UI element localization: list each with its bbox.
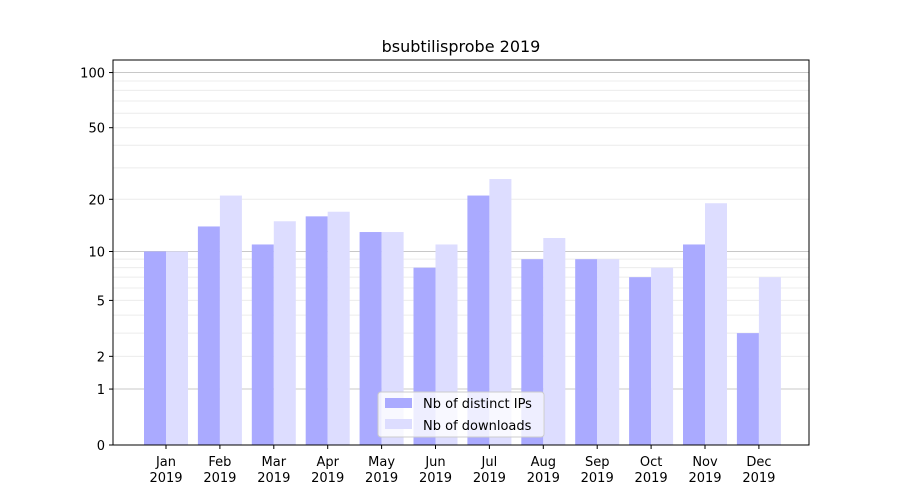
y-axis: 0 1 2 5 10 20 50 100 — [80, 67, 113, 454]
x-tick-label: Apr — [316, 455, 339, 470]
bar-distinct-ips — [144, 251, 166, 445]
legend-swatch-ips — [385, 398, 412, 408]
x-tick-label: 2019 — [149, 471, 182, 486]
legend-swatch-downloads — [385, 419, 412, 429]
x-tick-label: Jun — [424, 455, 445, 470]
x-tick-label: 2019 — [365, 471, 398, 486]
y-tick-label: 1 — [97, 383, 105, 398]
x-tick-label: Feb — [208, 455, 231, 470]
x-tick-label: 2019 — [581, 471, 614, 486]
x-tick-label: 2019 — [527, 471, 560, 486]
bar-downloads — [597, 259, 620, 445]
x-tick-label: 2019 — [257, 471, 290, 486]
bar-downloads — [219, 195, 242, 445]
legend-label-ips: Nb of distinct IPs — [423, 397, 532, 412]
y-tick-label: 50 — [88, 122, 105, 137]
bar-distinct-ips — [629, 277, 652, 445]
bar-distinct-ips — [197, 226, 220, 445]
bar-distinct-ips — [251, 244, 274, 445]
x-tick-label: Nov — [692, 455, 718, 470]
x-tick-label: 2019 — [688, 471, 721, 486]
bar-downloads — [489, 179, 512, 446]
bar-distinct-ips — [305, 216, 328, 445]
x-tick-label: Mar — [262, 455, 287, 470]
y-tick-label: 10 — [88, 245, 105, 260]
x-tick-label: 2019 — [203, 471, 236, 486]
x-tick-label: Jan — [155, 455, 176, 470]
x-tick-label: 2019 — [635, 471, 668, 486]
chart-title: bsubtilisprobe 2019 — [382, 37, 541, 56]
x-axis: Jan2019Feb2019Mar2019Apr2019May2019Jun20… — [149, 445, 775, 486]
y-tick-label: 5 — [97, 294, 105, 309]
y-tick-label: 20 — [88, 193, 105, 208]
legend: Nb of distinct IPs Nb of downloads — [377, 391, 545, 438]
x-tick-label: Aug — [531, 455, 556, 470]
x-tick-label: 2019 — [742, 471, 775, 486]
y-tick-label: 0 — [97, 439, 105, 454]
x-tick-label: Sep — [585, 455, 610, 470]
bar-distinct-ips — [736, 333, 759, 445]
y-tick-label: 100 — [80, 67, 105, 82]
x-tick-label: Dec — [746, 455, 771, 470]
y-tick-label: 2 — [97, 350, 105, 365]
bar-downloads — [651, 267, 674, 445]
x-tick-label: Jul — [481, 455, 498, 470]
bar-downloads — [327, 211, 350, 445]
x-tick-label: 2019 — [419, 471, 452, 486]
bar-downloads — [273, 221, 296, 445]
bar-downloads — [166, 251, 188, 445]
bar-downloads — [543, 238, 566, 445]
x-tick-label: 2019 — [311, 471, 344, 486]
plot-frame — [112, 59, 810, 446]
legend-label-downloads: Nb of downloads — [423, 419, 532, 434]
x-tick-label: 2019 — [473, 471, 506, 486]
bar-distinct-ips — [683, 244, 705, 445]
x-tick-label: May — [368, 455, 395, 470]
x-tick-label: Oct — [640, 455, 662, 470]
bar-distinct-ips — [575, 259, 598, 445]
bar-downloads — [758, 277, 781, 445]
bar-downloads — [705, 203, 727, 445]
bar-distinct-ips — [359, 232, 382, 445]
bar-distinct-ips — [467, 195, 490, 445]
